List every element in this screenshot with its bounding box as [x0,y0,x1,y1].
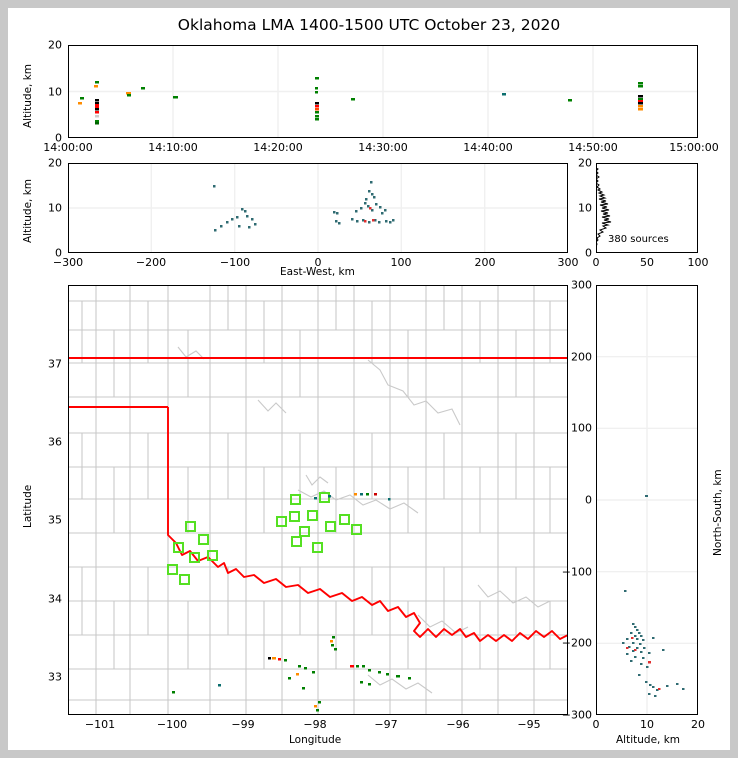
tick-p3-x-0: 0 [592,256,600,269]
tick-p4-y-33: 33 [48,670,62,684]
tick-p3-x-50: 50 [640,256,654,269]
tick-p1-x-4: 14:40:00 [463,141,513,154]
axis-label-p1-y: Altitude, km [22,63,34,128]
tick-p4-x-0: −101 [84,718,116,731]
tick-p4-y-35: 35 [48,513,62,527]
tick-p5-y-neg100: −100 [561,565,592,579]
axis-label-p5-x: Altitude, km [616,734,681,746]
tick-p2-y-20: 20 [48,156,62,170]
tick-p4-x-3: −98 [303,718,327,731]
lma-station-markers [167,492,362,585]
map-svg [68,285,568,715]
tick-p2-x-0: −300 [52,256,84,269]
panel-altitude-northsouth[interactable] [596,285,698,715]
tick-p1-x-3: 14:30:00 [358,141,408,154]
tick-p4-x-2: −99 [231,718,255,731]
tick-p5-x-10: 10 [640,718,654,731]
panel-altitude-northsouth-plot [596,285,698,715]
tick-p5-y-neg200: −200 [561,636,592,650]
tick-p4-x-5: −96 [446,718,470,731]
tick-p4-y-34: 34 [48,592,62,606]
tick-p1-x-0: 14:00:00 [43,141,93,154]
tick-p4-y-37: 37 [48,357,62,371]
source-points [78,77,643,125]
tick-p3-y-10: 10 [578,201,592,215]
tick-p1-y-10: 10 [48,85,62,98]
axis-label-p2-y: Altitude, km [22,178,34,243]
tick-p4-y-36: 36 [48,435,62,449]
axis-label-p2-x: East-West, km [280,266,355,278]
tick-p2-x-5: 200 [474,256,496,269]
tick-p3-y-0: 0 [585,246,592,260]
tick-p5-y-0: 0 [585,493,592,507]
source-count-annotation: 380 sources [608,234,669,245]
tick-p5-y-neg300: −300 [561,708,592,722]
axis-label-p4-x: Longitude [289,734,342,746]
axis-label-p5-y: North-South, km [712,469,724,556]
gridlines [68,45,698,138]
tick-p2-x-2: −100 [219,256,251,269]
source-points-red [626,637,661,691]
tick-p5-x-0: 0 [592,718,600,731]
figure-canvas: Oklahoma LMA 1400-1500 UTC October 23, 2… [8,8,730,750]
panel-time-altitude[interactable] [68,45,698,138]
tick-p1-y-20: 20 [48,38,62,52]
source-points [622,495,685,698]
source-points-map [172,493,411,712]
tick-p3-x-100: 100 [687,256,709,269]
tick-p4-x-4: −97 [374,718,398,731]
gridlines [596,285,698,715]
panel-time-altitude-plot [68,45,698,138]
tick-p5-y-300: 300 [571,278,592,292]
tick-p2-x-1: −200 [135,256,167,269]
histogram-trace [596,165,612,253]
panel-eastwest-altitude-plot [68,163,568,253]
tick-p1-x-2: 14:20:00 [253,141,303,154]
tick-p2-x-3: 0 [314,256,322,269]
altitude-northsouth-svg [596,285,698,715]
tick-p5-y-100: 100 [571,421,592,435]
figure-title: Oklahoma LMA 1400-1500 UTC October 23, 2… [177,16,561,34]
tick-p1-y-0: 0 [55,131,62,145]
tick-p5-x-20: 20 [691,718,705,731]
tick-p4-x-1: −100 [156,718,188,731]
tick-p5-y-200: 200 [571,350,592,364]
tick-p1-x-5: 14:50:00 [568,141,618,154]
tick-p2-x-4: 100 [390,256,412,269]
tick-p2-x-6: 300 [557,256,579,269]
gridlines [68,163,568,253]
axis-label-p4-y: Latitude [22,484,34,528]
state-border-oklahoma [68,357,568,642]
tick-p2-y-10: 10 [48,201,62,215]
panel-eastwest-altitude[interactable] [68,163,568,253]
panel-altitude-histogram-plot [596,163,698,253]
panel-map-plot [68,285,568,715]
tick-p1-x-1: 14:10:00 [148,141,198,154]
panel-map[interactable] [68,285,568,715]
time-altitude-svg [68,45,698,138]
tick-p3-y-20: 20 [578,156,592,170]
source-points-red [364,207,375,223]
county-boundaries [68,285,568,715]
tick-p1-x-6: 15:00:00 [669,141,719,154]
tick-p4-x-6: −95 [517,718,541,731]
source-points [213,181,395,232]
altitude-histogram-svg [596,165,612,253]
tick-p2-y-0: 0 [55,246,62,260]
eastwest-altitude-svg [68,163,568,253]
